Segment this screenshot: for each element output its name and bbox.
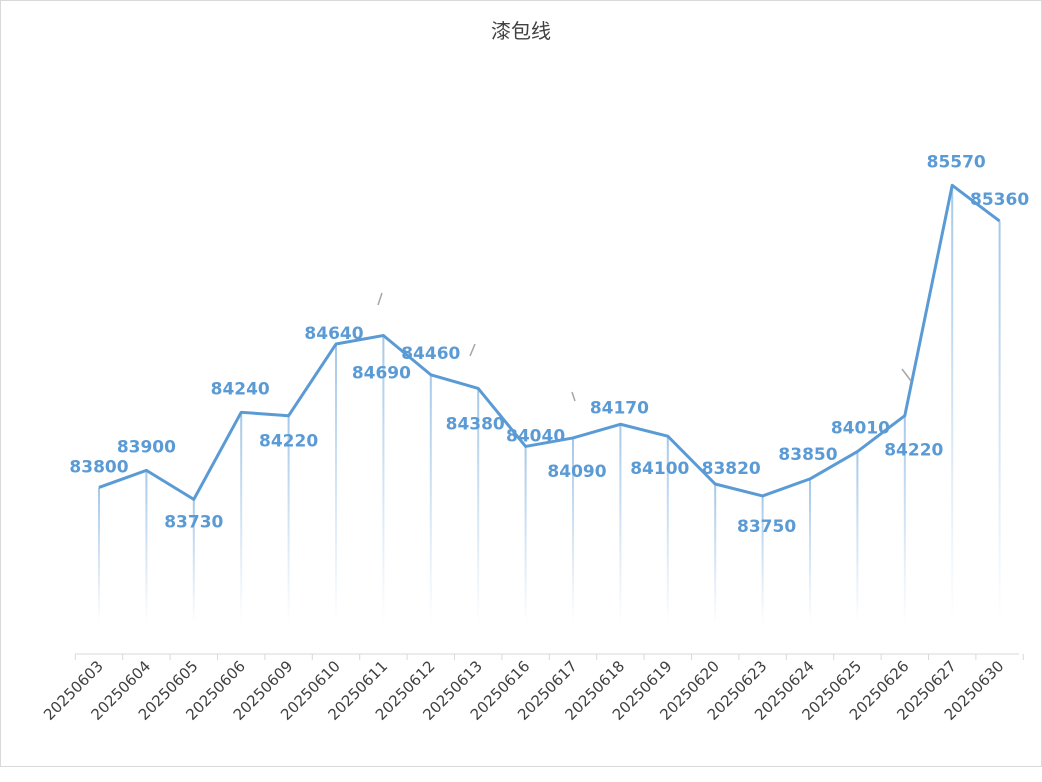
drop-line — [192, 499, 195, 624]
data-label: 84690 — [352, 363, 411, 383]
data-label: 85360 — [970, 190, 1029, 210]
label-leader-line — [901, 368, 912, 382]
drop-line — [809, 478, 811, 624]
data-label: 84640 — [304, 324, 363, 344]
data-label: 84010 — [831, 419, 890, 439]
drop-line — [477, 388, 480, 624]
drop-line — [572, 437, 574, 624]
drop-line — [856, 451, 859, 624]
drop-line — [429, 374, 432, 624]
data-label: 83850 — [778, 445, 837, 465]
drop-line — [335, 344, 337, 624]
chart-title: 漆包线 — [491, 19, 551, 43]
drop-line — [145, 470, 148, 624]
drop-line — [903, 415, 906, 624]
data-label: 84240 — [211, 379, 270, 399]
drop-line — [619, 424, 622, 624]
drop-line — [524, 446, 527, 624]
data-label: 84460 — [401, 344, 460, 364]
drop-line — [666, 436, 669, 624]
data-label: 83820 — [702, 459, 761, 479]
data-label: 84220 — [884, 441, 943, 461]
data-label: 84040 — [506, 426, 565, 446]
series-line — [98, 183, 1001, 501]
x-axis-ticks — [74, 654, 1024, 660]
drop-line — [951, 185, 954, 624]
drop-line — [240, 412, 243, 624]
data-label: 84100 — [630, 459, 689, 479]
drop-line — [998, 221, 1001, 624]
data-label: 85570 — [927, 152, 986, 172]
data-label: 83730 — [164, 512, 223, 532]
data-label: 84170 — [590, 398, 649, 418]
drop-line — [714, 484, 717, 624]
label-leader-line — [571, 391, 576, 402]
data-label: 83800 — [69, 457, 128, 477]
drop-line — [382, 335, 385, 624]
drop-line — [287, 415, 290, 624]
data-label: 84220 — [259, 432, 318, 452]
drop-line — [761, 495, 764, 624]
drop-line — [98, 487, 100, 624]
x-tick-labels: 2025060320250604202506052025060620250609… — [40, 657, 1007, 724]
data-label: 83750 — [737, 517, 796, 537]
data-label: 83900 — [117, 437, 176, 457]
label-leader-line — [469, 343, 476, 357]
label-leader-line — [377, 292, 383, 306]
data-label: 84090 — [547, 462, 606, 482]
leader-lines — [377, 292, 912, 402]
data-label: 84380 — [446, 414, 505, 434]
drop-lines — [98, 185, 1001, 624]
